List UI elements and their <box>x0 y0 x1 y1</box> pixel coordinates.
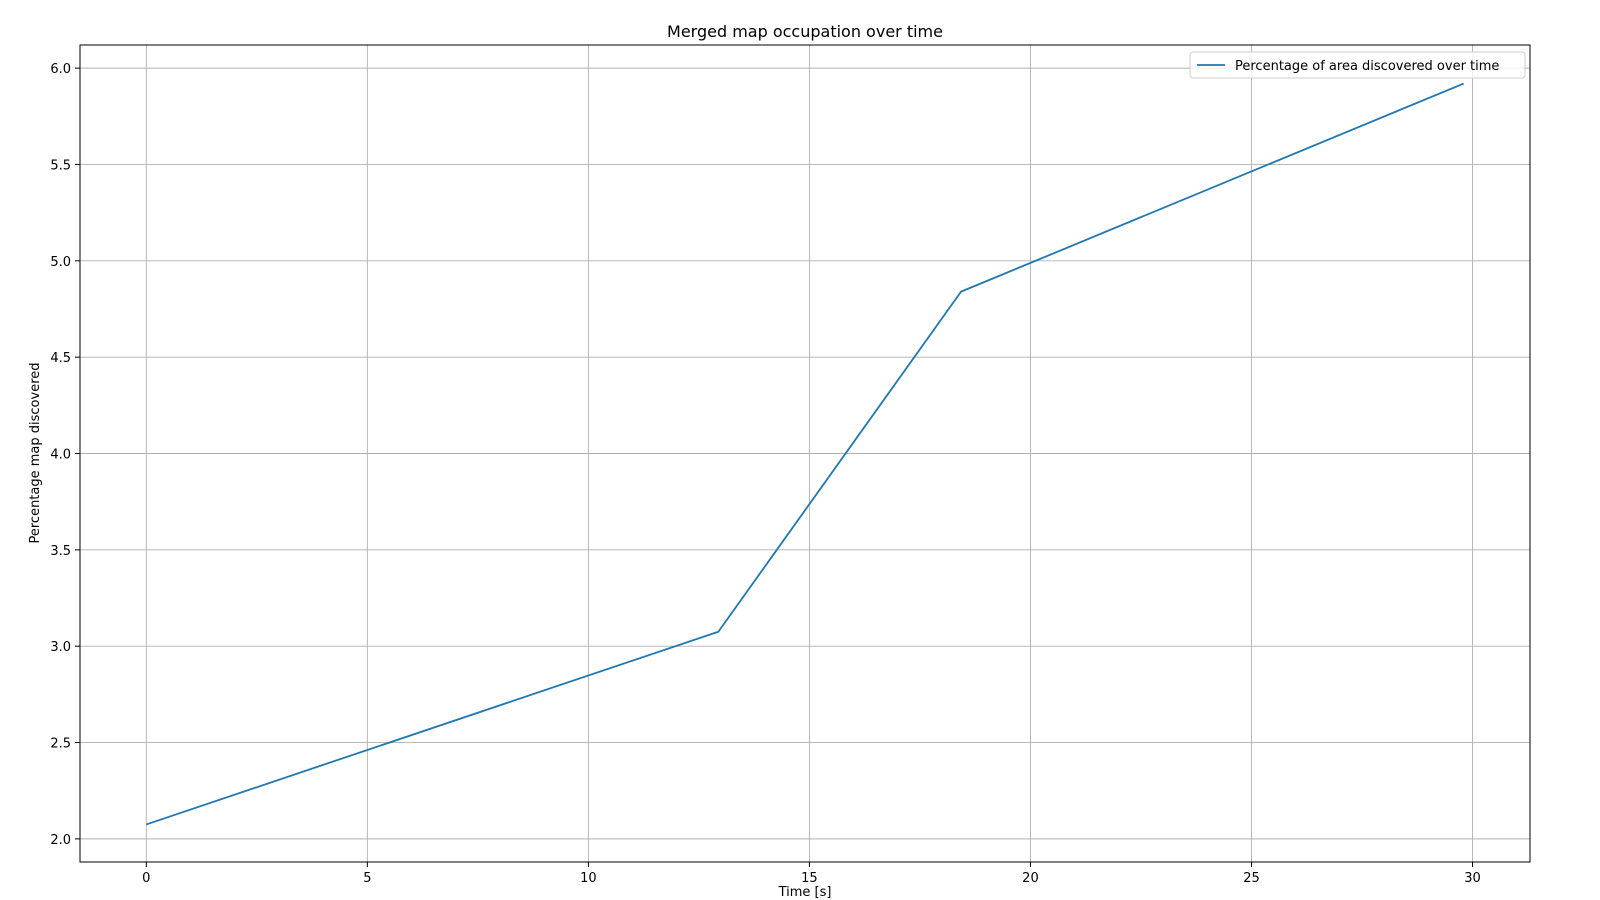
y-tick-label: 5.5 <box>50 158 71 173</box>
y-axis-label: Percentage map discovered <box>28 362 43 543</box>
x-tick-label: 5 <box>363 871 371 886</box>
y-tick-label: 4.0 <box>50 448 71 463</box>
legend-label: Percentage of area discovered over time <box>1235 59 1499 74</box>
x-tick-label: 15 <box>801 871 818 886</box>
series-layer <box>146 82 1465 826</box>
chart-title: Merged map occupation over time <box>667 22 943 41</box>
x-tick-label: 0 <box>142 871 150 886</box>
y-tick-label: 3.5 <box>50 544 71 559</box>
y-tick-label: 6.0 <box>50 62 71 77</box>
y-tick-label: 2.0 <box>50 833 71 848</box>
x-tick-label: 20 <box>1022 871 1039 886</box>
y-tick-label: 5.0 <box>50 255 71 270</box>
x-tick-label: 10 <box>580 871 597 886</box>
grid <box>80 45 1530 862</box>
series-line <box>146 82 1465 826</box>
legend: Percentage of area discovered over time <box>1189 51 1526 79</box>
x-axis-label: Time [s] <box>778 885 832 900</box>
y-tick-label: 4.5 <box>50 351 71 366</box>
y-tick-label: 2.5 <box>50 737 71 752</box>
legend-box <box>1189 51 1526 79</box>
y-axis-ticks: 2.0 2.5 3.0 3.5 4.0 4.5 5.0 5.5 6.0 <box>50 62 80 848</box>
y-tick-label: 3.0 <box>50 640 71 655</box>
x-axis-ticks: 0 5 10 15 20 25 30 <box>142 862 1481 886</box>
x-tick-label: 30 <box>1464 871 1481 886</box>
x-tick-label: 25 <box>1243 871 1260 886</box>
